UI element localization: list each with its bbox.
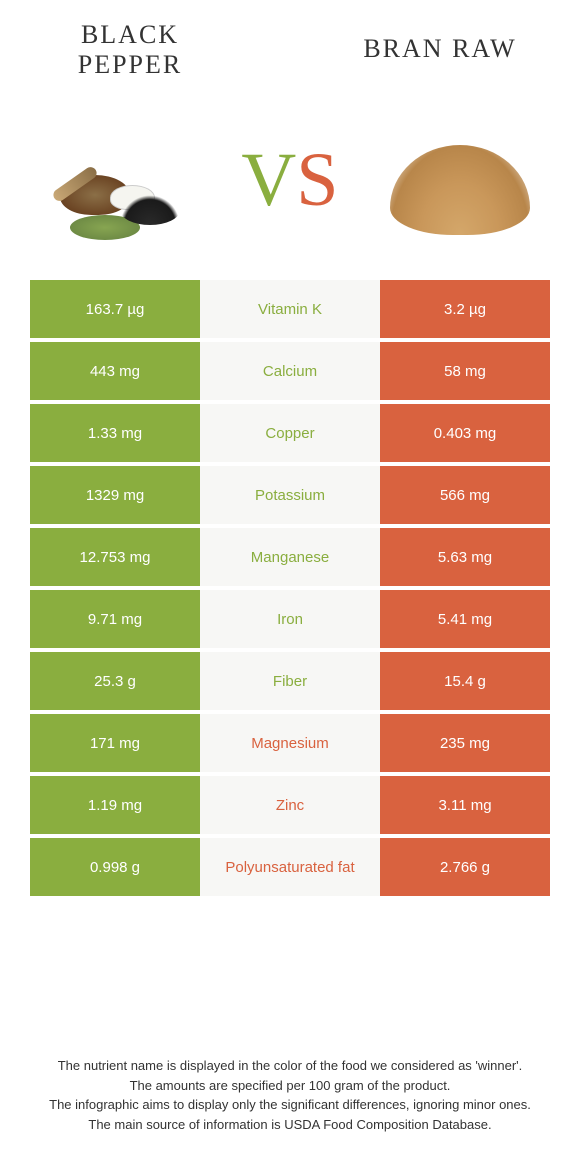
- right-value-cell: 5.41 mg: [380, 590, 550, 648]
- footer-line: The nutrient name is displayed in the co…: [30, 1056, 550, 1076]
- nutrient-name-cell: Potassium: [200, 466, 380, 524]
- right-value-cell: 2.766 g: [380, 838, 550, 896]
- nutrient-name-cell: Fiber: [200, 652, 380, 710]
- nutrient-name-cell: Copper: [200, 404, 380, 462]
- vs-label: VS: [241, 142, 338, 218]
- left-value-cell: 1329 mg: [30, 466, 200, 524]
- bran-raw-image: [370, 110, 550, 250]
- right-value-cell: 3.11 mg: [380, 776, 550, 834]
- title-left: Black pepper: [40, 20, 220, 80]
- right-value-cell: 58 mg: [380, 342, 550, 400]
- title-right: Bran raw: [340, 34, 540, 64]
- footer-line: The main source of information is USDA F…: [30, 1115, 550, 1135]
- left-value-cell: 163.7 µg: [30, 280, 200, 338]
- table-row: 163.7 µgVitamin K3.2 µg: [30, 280, 550, 338]
- table-row: 25.3 gFiber15.4 g: [30, 652, 550, 710]
- left-value-cell: 0.998 g: [30, 838, 200, 896]
- footer-notes: The nutrient name is displayed in the co…: [30, 1056, 550, 1134]
- left-value-cell: 443 mg: [30, 342, 200, 400]
- table-row: 1329 mgPotassium566 mg: [30, 466, 550, 524]
- right-value-cell: 3.2 µg: [380, 280, 550, 338]
- images-row: VS: [0, 80, 580, 280]
- left-value-cell: 171 mg: [30, 714, 200, 772]
- table-row: 9.71 mgIron5.41 mg: [30, 590, 550, 648]
- footer-line: The amounts are specified per 100 gram o…: [30, 1076, 550, 1096]
- nutrient-name-cell: Calcium: [200, 342, 380, 400]
- nutrient-name-cell: Manganese: [200, 528, 380, 586]
- nutrient-name-cell: Polyunsaturated fat: [200, 838, 380, 896]
- right-value-cell: 5.63 mg: [380, 528, 550, 586]
- right-value-cell: 235 mg: [380, 714, 550, 772]
- footer-line: The infographic aims to display only the…: [30, 1095, 550, 1115]
- nutrient-name-cell: Zinc: [200, 776, 380, 834]
- table-row: 12.753 mgManganese5.63 mg: [30, 528, 550, 586]
- nutrient-name-cell: Magnesium: [200, 714, 380, 772]
- v-letter: V: [241, 142, 296, 218]
- header: Black pepper Bran raw: [0, 0, 580, 80]
- left-value-cell: 25.3 g: [30, 652, 200, 710]
- table-row: 1.19 mgZinc3.11 mg: [30, 776, 550, 834]
- s-letter: S: [296, 142, 338, 218]
- left-value-cell: 12.753 mg: [30, 528, 200, 586]
- table-row: 171 mgMagnesium235 mg: [30, 714, 550, 772]
- table-row: 443 mgCalcium58 mg: [30, 342, 550, 400]
- right-value-cell: 0.403 mg: [380, 404, 550, 462]
- table-row: 1.33 mgCopper0.403 mg: [30, 404, 550, 462]
- table-row: 0.998 gPolyunsaturated fat2.766 g: [30, 838, 550, 896]
- right-value-cell: 566 mg: [380, 466, 550, 524]
- black-pepper-image: [30, 110, 210, 250]
- nutrient-name-cell: Vitamin K: [200, 280, 380, 338]
- comparison-table: 163.7 µgVitamin K3.2 µg443 mgCalcium58 m…: [30, 280, 550, 896]
- right-value-cell: 15.4 g: [380, 652, 550, 710]
- nutrient-name-cell: Iron: [200, 590, 380, 648]
- left-value-cell: 9.71 mg: [30, 590, 200, 648]
- left-value-cell: 1.33 mg: [30, 404, 200, 462]
- left-value-cell: 1.19 mg: [30, 776, 200, 834]
